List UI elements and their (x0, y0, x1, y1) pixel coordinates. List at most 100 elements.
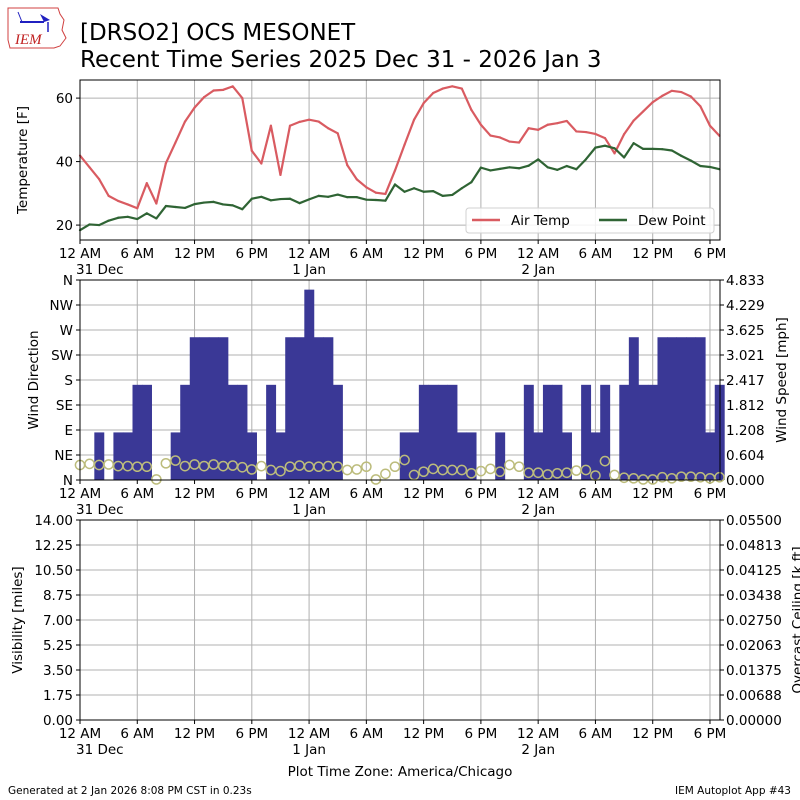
y-right-tick-label: 1.208 (726, 423, 765, 439)
x-tick-label: 12 AM (517, 246, 559, 262)
wind-speed-bar (428, 384, 439, 480)
data-point (174, 205, 177, 209)
y-right-tick-label: 0.00000 (726, 713, 782, 729)
data-point (546, 166, 549, 169)
x-tick-label: 12 PM (403, 486, 444, 502)
x-tick-label: 12 AM (59, 486, 101, 502)
wind-direction-point (418, 466, 429, 478)
data-point (346, 163, 349, 167)
data-point (269, 199, 273, 202)
data-point (498, 136, 502, 139)
data-point (603, 136, 607, 140)
wind-direction-point (599, 455, 611, 467)
data-point (441, 87, 444, 90)
data-point (460, 187, 463, 190)
data-point (546, 123, 549, 126)
wind-speed-bar (323, 337, 334, 480)
x-date-label: 1 Jan (292, 742, 326, 758)
wind-direction-point (141, 461, 153, 473)
wind-speed-bar (122, 432, 133, 480)
data-point (384, 192, 387, 196)
data-point (498, 167, 502, 170)
data-point (365, 186, 368, 189)
wind-direction-point (465, 467, 477, 479)
data-point (556, 122, 559, 125)
x-tick-label: 12 AM (288, 486, 330, 502)
wind-speed-bar (208, 337, 219, 480)
wind-speed-bar (113, 432, 124, 480)
y-axis-label-right: Wind Speed [mph] (774, 317, 790, 443)
x-date-label: 31 Dec (76, 502, 124, 518)
wind-speed-bar (294, 337, 305, 480)
wind-speed-bar (638, 384, 649, 480)
data-point (412, 187, 416, 190)
wind-speed-bar (237, 384, 248, 480)
x-tick-label: 12 PM (632, 486, 673, 502)
wind-direction-point (647, 474, 659, 485)
wind-direction-point (475, 465, 487, 477)
data-point (307, 198, 311, 201)
y-axis-label-right: Overcast Ceiling [k ft] (790, 546, 800, 693)
data-point (632, 142, 635, 145)
data-point (393, 183, 397, 186)
data-point (680, 90, 683, 94)
y-right-tick-label: 0.04813 (726, 538, 782, 554)
title-line-1: [DRSO2] OCS MESONET (80, 20, 356, 46)
wind-speed-bar (705, 432, 716, 480)
wind-direction-point (341, 464, 353, 476)
data-point (489, 134, 492, 137)
y-axis-label: Visibility [miles] (10, 566, 26, 673)
data-point (136, 217, 139, 221)
x-date-label: 31 Dec (76, 742, 124, 758)
wind-speed-bar (552, 384, 563, 480)
y-tick-label: 8.75 (43, 588, 73, 604)
y-tick-label: SW (51, 348, 73, 364)
wind-direction-point (361, 461, 372, 473)
data-point (699, 105, 702, 108)
data-point (193, 203, 196, 206)
data-point (670, 89, 673, 92)
data-point (183, 120, 187, 123)
x-date-label: 31 Dec (76, 262, 124, 278)
wind-direction-point (485, 463, 496, 475)
wind-speed-bar (332, 384, 343, 480)
x-date-label: 1 Jan (292, 502, 326, 518)
data-point (451, 85, 454, 88)
wind-direction-point (256, 460, 267, 472)
wind-speed-bar (199, 337, 210, 480)
y-axis-label: Wind Direction (26, 330, 42, 429)
data-point (374, 191, 377, 194)
x-tick-label: 6 PM (694, 486, 727, 502)
y-right-tick-label: 4.833 (726, 273, 765, 289)
y-tick-label: 7.00 (43, 613, 73, 629)
wind-speed-bar (132, 384, 143, 480)
y-right-tick-label: 0.05500 (726, 513, 782, 529)
data-point (489, 169, 492, 172)
data-point (298, 120, 301, 124)
wind-direction-point (160, 457, 172, 469)
wind-speed-bar (247, 432, 257, 480)
data-point (164, 162, 168, 165)
data-point (336, 193, 339, 196)
x-tick-label: 6 AM (579, 246, 613, 262)
x-tick-label: 12 AM (517, 726, 559, 742)
data-point (107, 219, 110, 222)
wind-direction-point (580, 464, 592, 476)
wind-speed-bar (94, 432, 105, 480)
wind-speed-bar (142, 384, 152, 480)
y-tick-label: NW (50, 298, 73, 314)
data-point (403, 190, 406, 193)
wind-speed-bar (218, 337, 229, 480)
x-tick-label: 6 AM (349, 246, 383, 262)
data-point (470, 108, 473, 111)
data-point (327, 127, 330, 130)
wind-speed-bar (437, 384, 448, 480)
panel-2: 12 AM 6 AM 12 PM 6 PM 12 AM 6 AM 12 PM 6 PM 12 A… (26, 273, 790, 518)
x-tick-label: 12 PM (632, 246, 673, 262)
data-point (145, 212, 148, 215)
data-point (422, 190, 425, 193)
x-tick-label: 12 PM (174, 726, 215, 742)
data-point (603, 144, 607, 147)
data-point (670, 149, 673, 152)
